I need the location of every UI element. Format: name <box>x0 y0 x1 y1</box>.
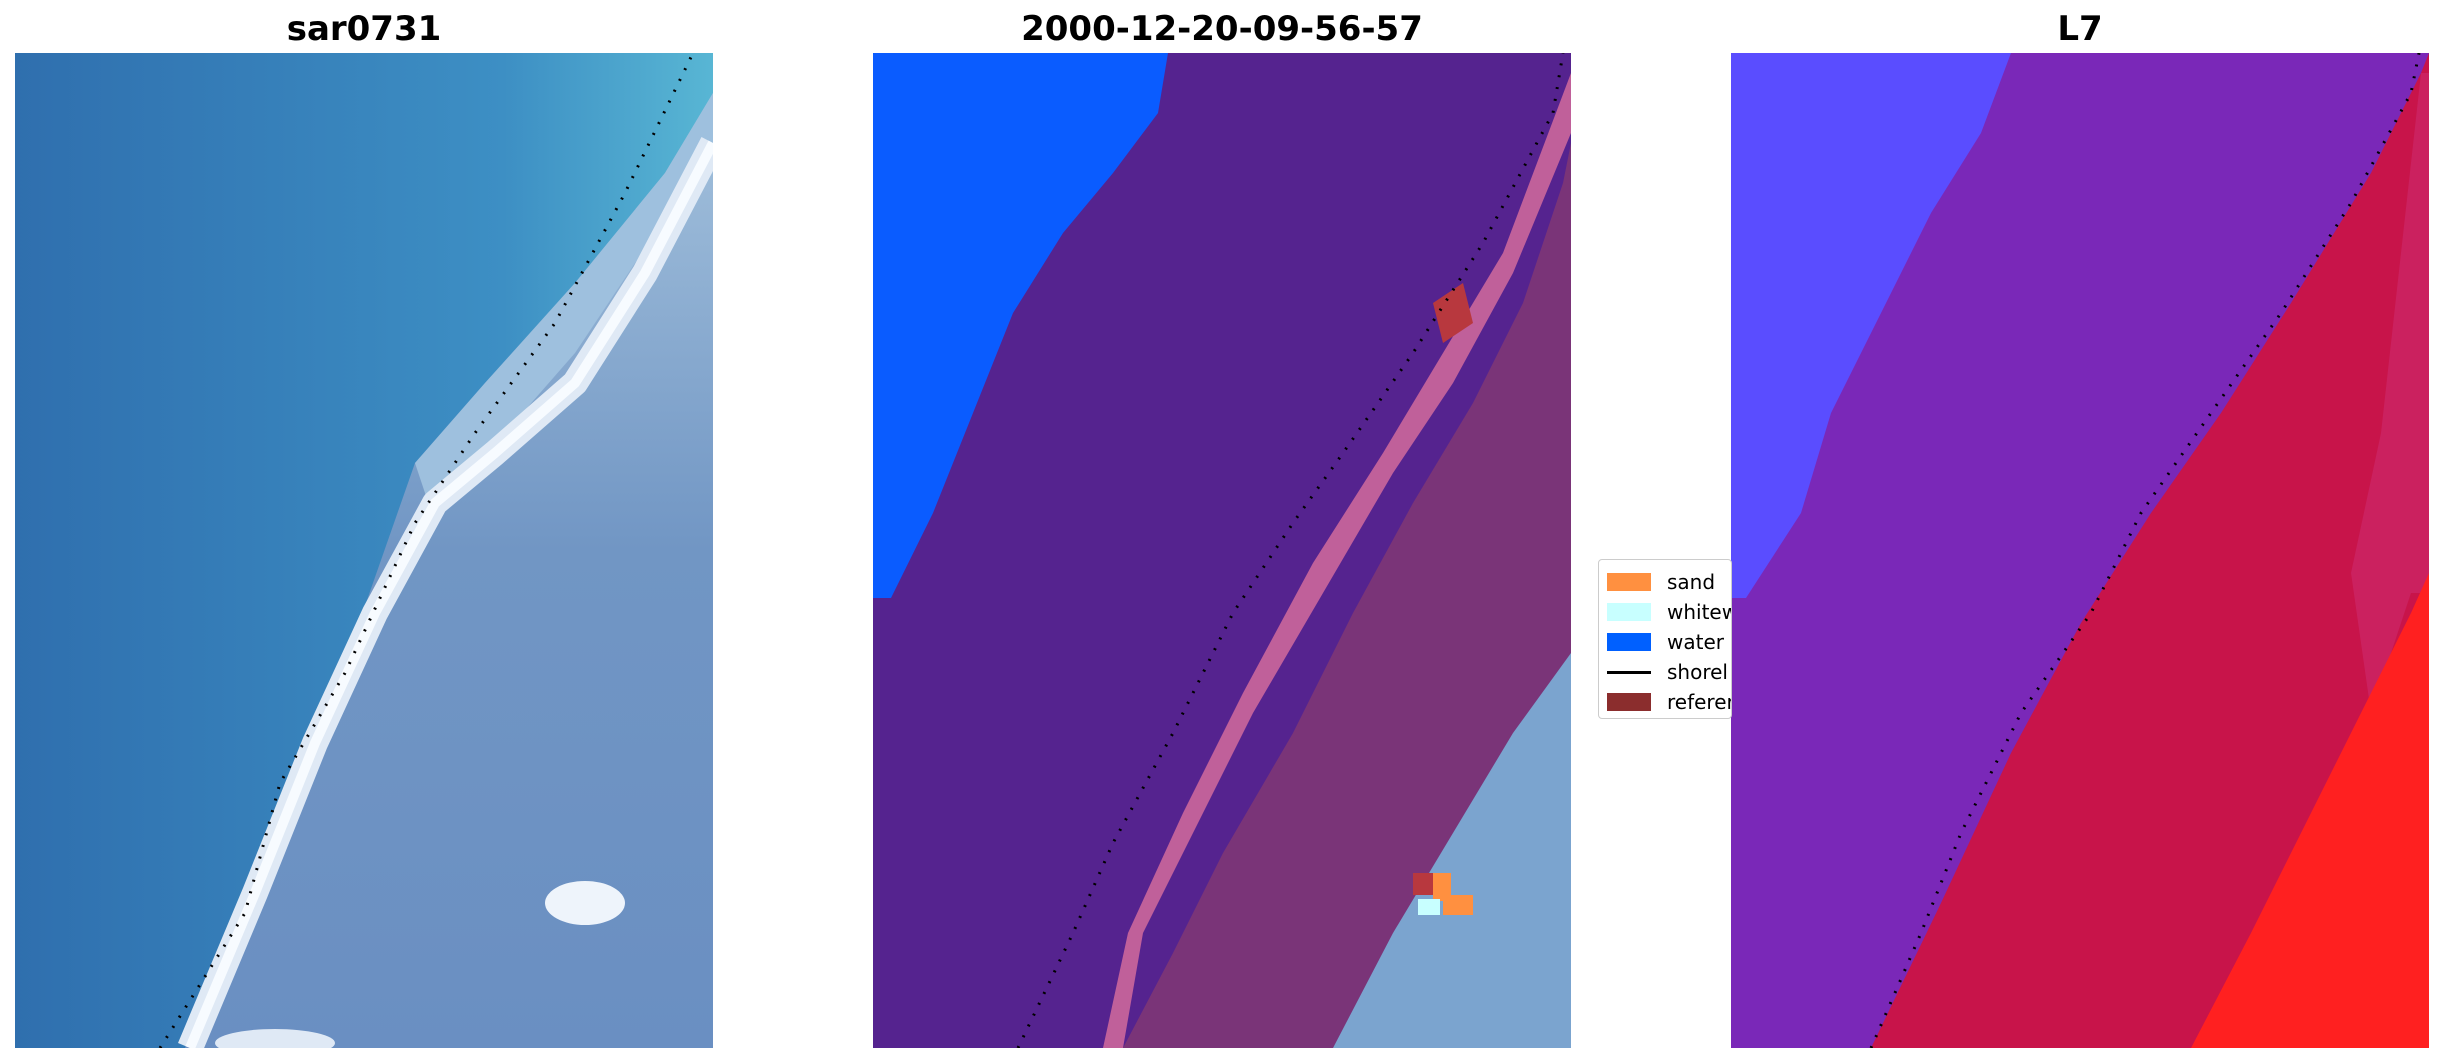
legend-item-whitewater: whitew <box>1607 599 1732 625</box>
legend: sand whitew water shorel referer <box>1598 559 1732 719</box>
legend-label: whitew <box>1667 600 1732 624</box>
legend-swatch-sand <box>1607 573 1651 591</box>
legend-swatch-whitewater <box>1607 603 1651 621</box>
legend-item-shoreline: shorel <box>1607 659 1728 685</box>
legend-item-reference: referer <box>1607 689 1732 715</box>
panel-title-l7: L7 <box>2057 9 2103 49</box>
legend-label: sand <box>1667 570 1716 594</box>
sar-rgb-image <box>15 53 713 1048</box>
legend-label: water <box>1667 630 1724 654</box>
legend-label: referer <box>1667 690 1732 714</box>
legend-swatch-shoreline <box>1607 663 1651 681</box>
classification-image <box>873 53 1571 1048</box>
legend-label: shorel <box>1667 660 1728 684</box>
legend-item-sand: sand <box>1607 569 1715 595</box>
legend-swatch-reference <box>1607 693 1651 711</box>
legend-item-water: water <box>1607 629 1724 655</box>
panel-title-sar: sar0731 <box>286 9 442 49</box>
l7-image <box>1731 53 2429 1048</box>
panel-title-date: 2000-12-20-09-56-57 <box>1021 9 1423 49</box>
legend-swatch-water <box>1607 633 1651 651</box>
